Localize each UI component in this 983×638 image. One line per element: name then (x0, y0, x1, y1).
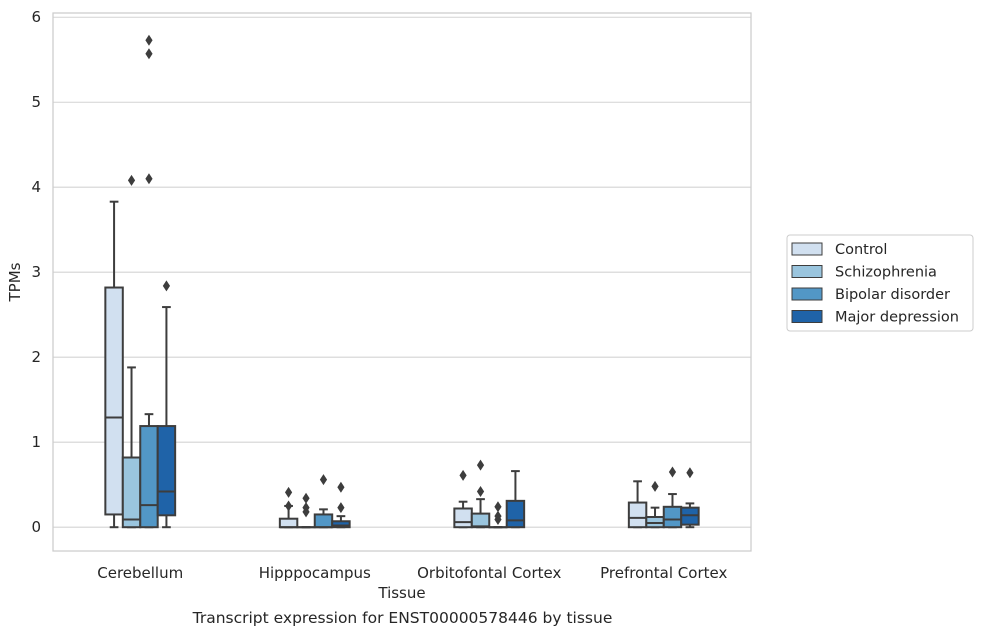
legend-label: Major depression (835, 310, 959, 326)
outlier-point (145, 34, 153, 46)
box (505, 499, 526, 529)
box (453, 507, 473, 529)
box (662, 505, 683, 529)
box-group (453, 469, 473, 529)
outlier-point (302, 492, 310, 504)
box-group (645, 480, 665, 529)
box-group (313, 474, 334, 529)
outlier-point (651, 480, 659, 492)
outlier-point (319, 474, 328, 486)
box-group (296, 492, 316, 529)
legend: Control Schizophrenia Bipolar disorder Majo… (786, 234, 974, 332)
plot-frame (52, 12, 752, 552)
outlier-point (337, 502, 345, 514)
outlier-point (145, 48, 153, 60)
box (104, 286, 124, 516)
outlier-point (284, 486, 293, 498)
box-group (488, 501, 508, 529)
box-group (278, 486, 299, 529)
box-group (139, 34, 159, 529)
chart-caption: Transcript expression for ENST0000057844… (192, 609, 613, 627)
legend-swatch (791, 287, 823, 301)
box (139, 425, 159, 529)
x-axis: Cerebellum Hipppocampus Orbitofontal Corte… (97, 564, 727, 582)
x-axis-title: Tissue (377, 584, 425, 602)
box-group (505, 470, 526, 529)
x-tick-label: Cerebellum (97, 564, 183, 582)
outlier-point (494, 510, 502, 522)
legend-label: Bipolar disorder (835, 287, 950, 303)
box-group (121, 174, 142, 529)
y-tick-label: 3 (31, 263, 41, 281)
outlier-point (668, 466, 677, 478)
outlier-point (284, 500, 293, 512)
outlier-point (686, 467, 694, 479)
outlier-point (476, 486, 485, 498)
legend-frame (786, 234, 974, 332)
outlier-point (302, 502, 310, 514)
boxplot-boxes (104, 34, 700, 529)
box-group (331, 481, 351, 529)
box (156, 425, 177, 517)
outlier-point (337, 481, 345, 493)
box (121, 456, 142, 529)
y-tick-label: 6 (31, 8, 41, 26)
legend-swatch (791, 242, 823, 256)
box (627, 501, 648, 529)
outlier-point (476, 459, 485, 471)
outlier-point (127, 174, 136, 186)
box-group (662, 466, 683, 529)
y-tick-label: 4 (31, 178, 41, 196)
y-tick-label: 2 (31, 348, 41, 366)
outlier-point (145, 173, 153, 185)
box-group (156, 280, 177, 529)
x-tick-label: Hipppocampus (259, 564, 371, 582)
outlier-point (459, 469, 467, 481)
y-axis-title: TPMs (6, 262, 24, 302)
x-tick-label: Prefrontal Cortex (600, 564, 727, 582)
legend-swatch (791, 310, 823, 323)
box-group (104, 200, 124, 529)
legend-swatch (791, 265, 823, 278)
box-group (627, 480, 648, 529)
outlier-point (494, 501, 502, 513)
outlier-point (162, 280, 171, 292)
legend-label: Control (835, 242, 887, 258)
y-tick-label: 5 (31, 93, 41, 111)
box (331, 520, 351, 529)
box-group (680, 467, 700, 529)
box (313, 513, 334, 529)
box (278, 517, 299, 529)
box (470, 512, 491, 529)
legend-label: Schizophrenia (835, 265, 937, 281)
y-axis: 0 1 2 3 4 5 6 (31, 8, 41, 536)
y-tick-label: 1 (31, 433, 41, 451)
y-tick-label: 0 (31, 518, 41, 536)
x-tick-label: Orbitofontal Cortex (417, 564, 561, 582)
box-group (470, 459, 491, 529)
